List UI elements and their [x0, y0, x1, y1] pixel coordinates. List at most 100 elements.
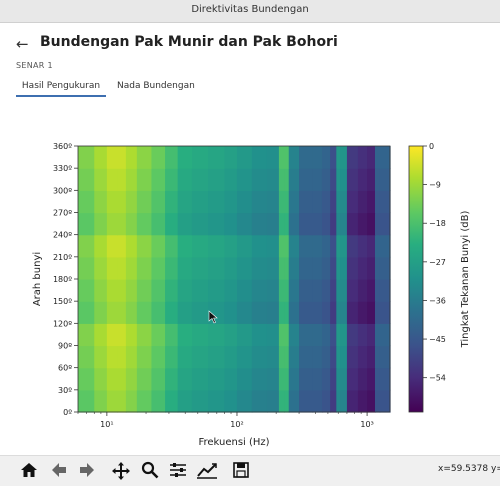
heatmap-cell	[224, 146, 238, 169]
colorbar-ticks: 0 −9 −18 −27 −36 −45 −54	[423, 142, 446, 383]
heatmap-cell	[346, 168, 359, 191]
heatmap-cell	[136, 146, 153, 169]
heatmap-cell	[177, 168, 193, 191]
heatmap-cell	[321, 212, 331, 236]
heatmap-cell	[151, 190, 166, 214]
y-tick-label: 180º	[53, 275, 72, 284]
directivity-heatmap-plot[interactable]: 0º 30º 60º 90º 120º 150º 180º 210º 240º 270º 300º 3…	[0, 123, 500, 478]
heatmap-cell	[125, 212, 138, 236]
colorbar-tick-label: −9	[429, 181, 441, 190]
heatmap-cell	[299, 234, 314, 258]
heatmap-cell	[224, 234, 238, 258]
heatmap-cell	[117, 168, 127, 191]
save-icon[interactable]	[228, 458, 254, 482]
heatmap-cell	[379, 146, 391, 169]
heatmap-cell	[379, 256, 391, 280]
heatmap-cell	[336, 168, 341, 191]
edit-axis-icon[interactable]	[194, 458, 220, 482]
heatmap-cell	[321, 323, 331, 347]
heatmap-cell	[321, 234, 331, 258]
heatmap-cell	[330, 389, 337, 413]
heatmap-cell	[367, 168, 376, 191]
heatmap-cell	[367, 389, 376, 413]
colorbar-tick-label: −45	[429, 335, 446, 344]
heatmap-cell	[125, 389, 138, 413]
heatmap-cell	[136, 279, 153, 302]
heatmap-cell	[208, 190, 225, 214]
heatmap-cell	[251, 279, 268, 302]
heatmap-cell	[224, 212, 238, 236]
forward-icon[interactable]	[74, 458, 100, 482]
heatmap-cell	[336, 323, 341, 347]
home-icon[interactable]	[16, 458, 42, 482]
heatmap-cell	[357, 212, 368, 236]
heatmap-cell	[151, 323, 166, 347]
heatmap-cell	[379, 367, 391, 391]
heatmap-cell	[208, 279, 225, 302]
heatmap-cell	[177, 212, 193, 236]
heatmap-cell	[224, 367, 238, 391]
heatmap-cell	[117, 256, 127, 280]
heatmap-cell	[125, 256, 138, 280]
heatmap-cell	[191, 323, 209, 347]
heatmap-cell	[367, 323, 376, 347]
zoom-icon[interactable]	[137, 458, 163, 482]
y-tick-label: 360º	[53, 142, 72, 151]
heatmap-cell	[251, 345, 268, 369]
heatmap-cell	[106, 212, 118, 236]
y-tick-label: 120º	[53, 319, 72, 328]
heatmap-cell	[136, 190, 153, 214]
heatmap-cell	[340, 323, 348, 347]
heatmap-cell	[284, 190, 290, 214]
heatmap-cell	[224, 190, 238, 214]
heatmap-cell	[136, 301, 153, 324]
heatmap-cell	[278, 301, 285, 324]
heatmap-cell	[136, 389, 153, 413]
heatmap-cell	[278, 367, 285, 391]
heatmap-cell	[94, 301, 108, 324]
heatmap-cell	[236, 146, 253, 169]
heatmap-cell	[117, 234, 127, 258]
heatmap-cell	[136, 256, 153, 280]
tab-hasil-pengukuran[interactable]: Hasil Pengukuran	[16, 81, 106, 97]
heatmap-cell	[346, 279, 359, 302]
heatmap-cell	[236, 279, 253, 302]
heatmap-cell	[357, 279, 368, 302]
heatmap-cell	[78, 345, 95, 369]
heatmap-cell	[236, 389, 253, 413]
heatmap-cell	[278, 146, 285, 169]
heatmap-cell	[379, 190, 391, 214]
heatmap-cell	[94, 345, 108, 369]
heatmap-cell	[336, 234, 341, 258]
heatmap-cell	[346, 234, 359, 258]
heatmap-cell	[266, 345, 280, 369]
back-icon[interactable]	[46, 458, 72, 482]
heatmap-cell	[125, 146, 138, 169]
heatmap-cell	[346, 323, 359, 347]
heatmap-cell	[299, 190, 314, 214]
heatmap-cell	[312, 256, 323, 280]
arrow-left-icon[interactable]: ←	[16, 35, 29, 53]
heatmap-cell	[251, 168, 268, 191]
heatmap-cell	[357, 168, 368, 191]
heatmap-cell	[312, 367, 323, 391]
heatmap-cell	[321, 367, 331, 391]
heatmap-cell	[266, 146, 280, 169]
heatmap-cell	[336, 301, 341, 324]
heatmap-cell	[151, 345, 166, 369]
tab-nada-bundengan[interactable]: Nada Bundengan	[117, 81, 195, 91]
heatmap-cell	[136, 323, 153, 347]
heatmap-cell	[125, 279, 138, 302]
heatmap-cell	[284, 168, 290, 191]
heatmap-cell	[336, 190, 341, 214]
heatmap-cell	[321, 345, 331, 369]
pan-icon[interactable]	[108, 458, 134, 482]
heatmap-cell	[117, 367, 127, 391]
configure-subplots-icon[interactable]	[165, 458, 191, 482]
heatmap-cell	[299, 345, 314, 369]
heatmap-cell	[208, 345, 225, 369]
heatmap-cell	[284, 256, 290, 280]
heatmap-cell	[288, 212, 300, 236]
heatmap-cell	[224, 168, 238, 191]
heatmap-cell	[299, 301, 314, 324]
